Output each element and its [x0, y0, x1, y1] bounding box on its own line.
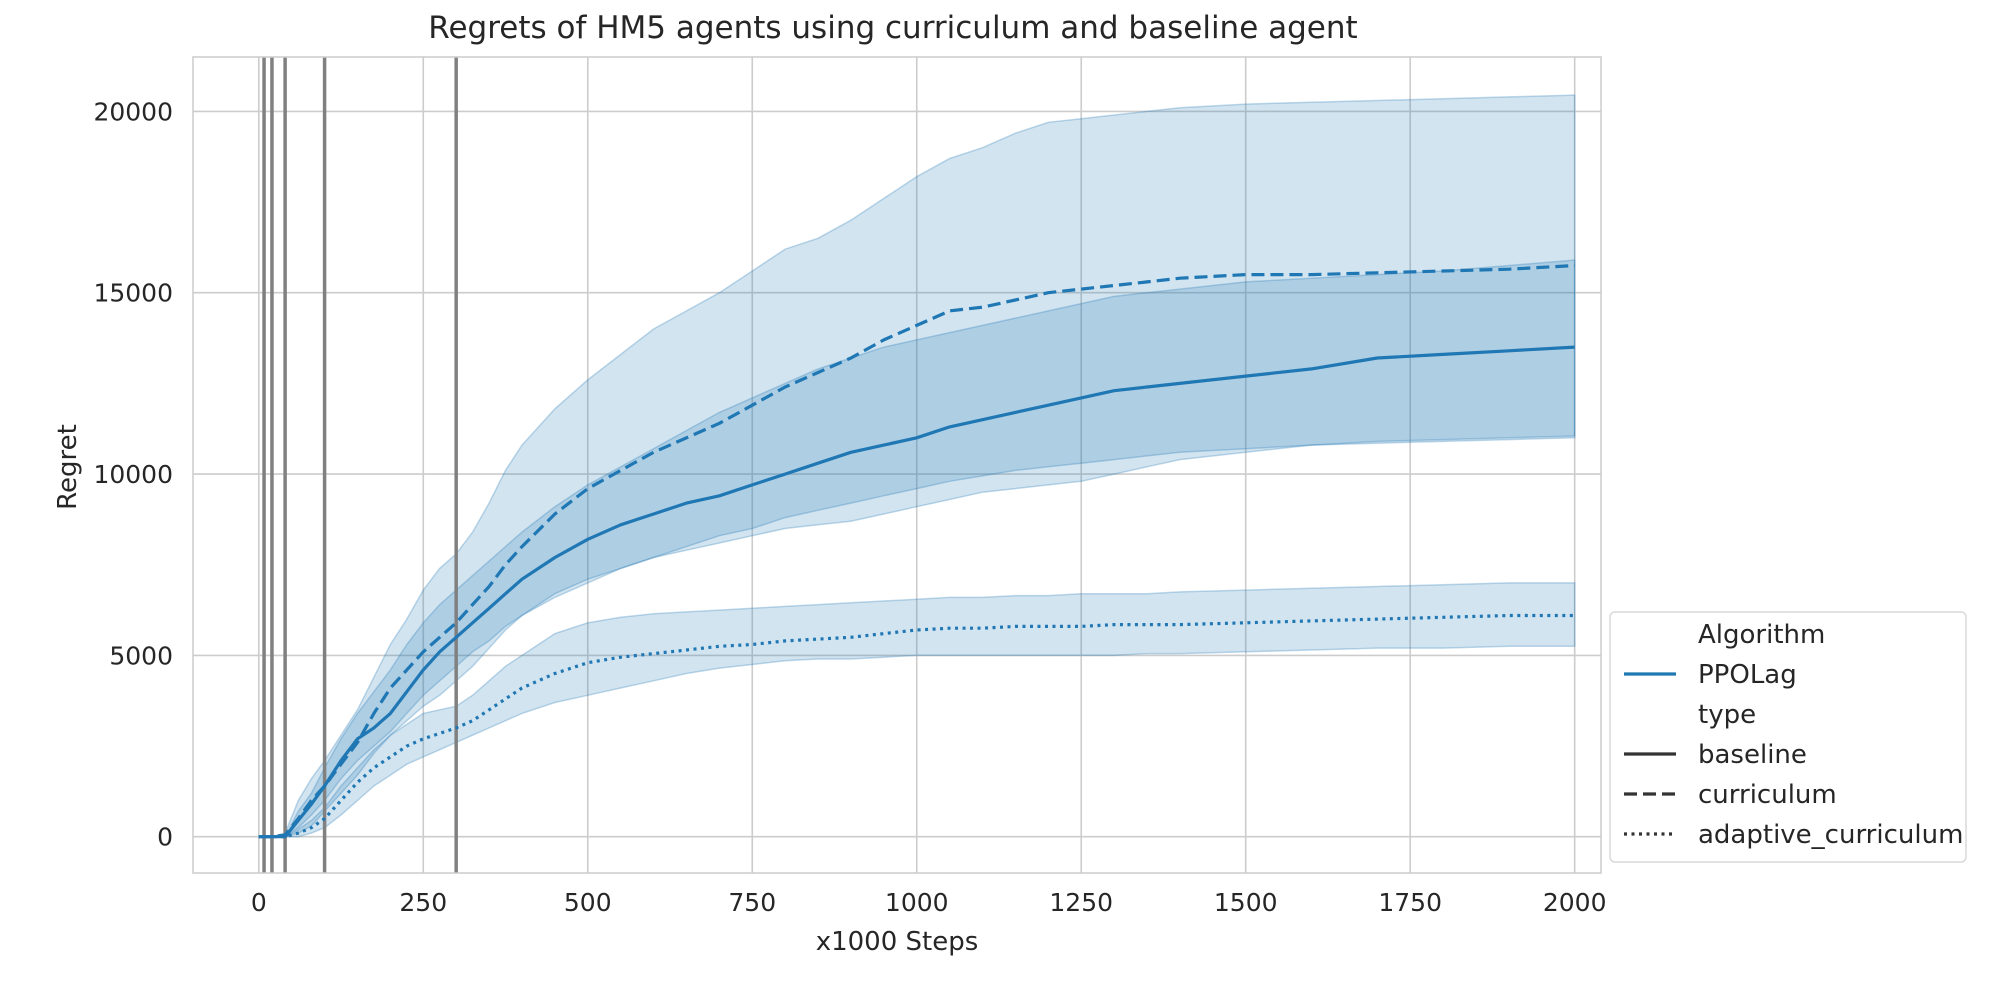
y-tick-label: 10000	[93, 460, 173, 489]
chart-title: Regrets of HM5 agents using curriculum a…	[428, 10, 1357, 46]
x-tick-label: 2000	[1543, 888, 1607, 917]
legend-header: Algorithm	[1698, 620, 1825, 650]
grid	[193, 57, 1601, 873]
legend-label: curriculum	[1698, 780, 1837, 810]
x-tick-label: 1500	[1214, 888, 1278, 917]
x-tick-label: 1750	[1378, 888, 1442, 917]
tick-labels: 0 250 500 750 1000 1250 1500 1750 20000500010000…	[93, 97, 1606, 917]
legend-label: baseline	[1698, 740, 1807, 770]
confidence-bands	[258, 94, 1576, 838]
legend-box	[1609, 611, 1967, 863]
x-tick-label: 0	[251, 888, 267, 917]
legend: Algorithm PPOLag type baseline curriculum ada…	[1609, 611, 1967, 863]
y-tick-label: 0	[157, 823, 173, 852]
x-tick-label: 750	[728, 888, 776, 917]
x-axis-label: x1000 Steps	[816, 927, 979, 957]
legend-label: PPOLag	[1698, 660, 1797, 690]
x-tick-label: 1250	[1049, 888, 1113, 917]
vertical-markers	[262, 57, 458, 873]
line-adaptive_curriculum	[258, 613, 1575, 839]
legend-label: adaptive_curriculum	[1698, 820, 1963, 850]
x-tick-label: 250	[399, 888, 447, 917]
legend-header: type	[1698, 700, 1756, 730]
line-baseline	[258, 345, 1575, 839]
y-axis-label: Regret	[53, 424, 83, 510]
plot-frame	[192, 56, 1602, 874]
band-adaptive_curriculum	[258, 582, 1576, 838]
band-baseline	[258, 259, 1576, 838]
series-lines	[258, 263, 1575, 839]
line-curriculum	[258, 263, 1575, 839]
y-tick-label: 15000	[93, 279, 173, 308]
x-tick-label: 500	[564, 888, 612, 917]
y-tick-label: 20000	[93, 97, 173, 126]
y-tick-label: 5000	[109, 641, 173, 670]
x-tick-label: 1000	[885, 888, 949, 917]
